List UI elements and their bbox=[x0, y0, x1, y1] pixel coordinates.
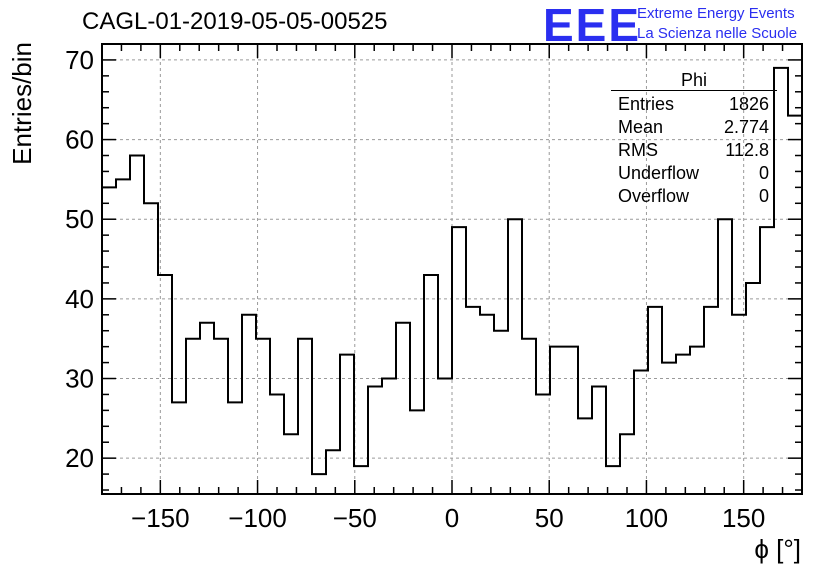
x-tick-label: 100 bbox=[625, 503, 668, 533]
stats-label: Mean bbox=[618, 117, 664, 137]
axis-ticks bbox=[101, 43, 803, 494]
stats-row-mean: Mean 2.774 bbox=[611, 116, 777, 139]
y-tick-label: 70 bbox=[65, 45, 94, 75]
stats-label: Overflow bbox=[618, 186, 690, 206]
y-tick-label: 50 bbox=[65, 204, 94, 234]
logo-caption: Extreme Energy Events La Scienza nelle S… bbox=[637, 4, 797, 44]
y-tick-label: 20 bbox=[65, 443, 94, 473]
y-tick-label: 60 bbox=[65, 125, 94, 155]
stats-value: 0 bbox=[758, 186, 769, 206]
logo-line-2: La Scienza nelle Scuole bbox=[637, 25, 798, 42]
stats-value: 0 bbox=[758, 163, 769, 183]
y-tick-label: 40 bbox=[65, 284, 94, 314]
x-tick-label: −50 bbox=[333, 503, 377, 533]
x-tick-labels: −150 −100 −50 0 50 100 150 bbox=[131, 503, 765, 533]
y-axis-label: Entries/bin bbox=[7, 42, 37, 165]
stats-value: 112.8 bbox=[725, 140, 769, 160]
stats-label: RMS bbox=[618, 140, 658, 160]
x-tick-label: 50 bbox=[535, 503, 564, 533]
stats-title: Phi bbox=[680, 70, 707, 90]
stats-row-underflow: Underflow 0 bbox=[611, 162, 777, 185]
stats-row-entries: Entries 1826 bbox=[611, 93, 777, 116]
stats-value: 2.774 bbox=[723, 117, 769, 137]
chart-title: CAGL-01-2019-05-05-00525 bbox=[82, 8, 388, 35]
x-tick-label: 150 bbox=[722, 503, 765, 533]
x-tick-label: 0 bbox=[445, 503, 459, 533]
y-tick-label: 30 bbox=[65, 364, 94, 394]
y-tick-labels: 20 30 40 50 60 70 bbox=[65, 45, 94, 473]
stats-box: Phi Entries 1826 Mean 2.774 RMS 112.8 Un… bbox=[611, 70, 777, 208]
eee-logo: EEE bbox=[543, 0, 642, 51]
stats-row-rms: RMS 112.8 bbox=[611, 139, 777, 162]
x-axis-label: ϕ [°] bbox=[754, 534, 801, 564]
x-tick-label: −150 bbox=[131, 503, 190, 533]
x-tick-label: −100 bbox=[228, 503, 287, 533]
stats-separator bbox=[611, 90, 777, 91]
histogram-series bbox=[102, 66, 802, 476]
stats-label: Underflow bbox=[618, 163, 700, 183]
stats-value: 1826 bbox=[728, 94, 769, 114]
logo-line-1: Extreme Energy Events bbox=[637, 5, 795, 22]
stats-label: Entries bbox=[618, 94, 675, 114]
stats-row-overflow: Overflow 0 bbox=[611, 185, 777, 208]
